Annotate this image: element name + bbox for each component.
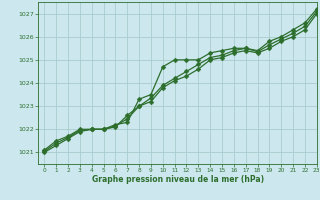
X-axis label: Graphe pression niveau de la mer (hPa): Graphe pression niveau de la mer (hPa): [92, 175, 264, 184]
